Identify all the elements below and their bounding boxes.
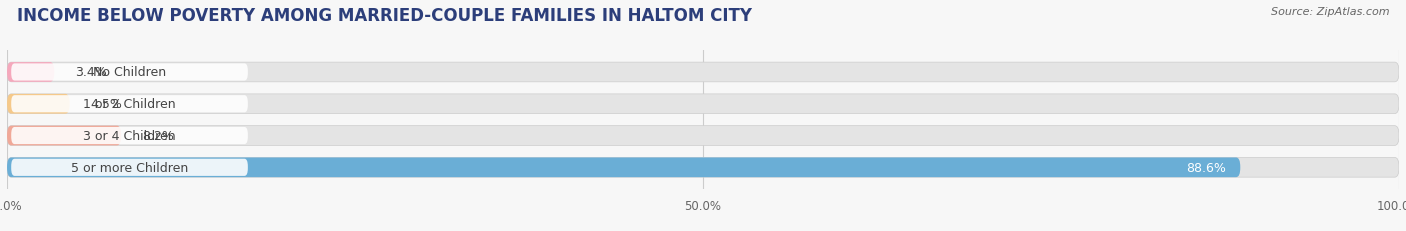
FancyBboxPatch shape [11,96,247,113]
FancyBboxPatch shape [11,128,247,144]
FancyBboxPatch shape [7,63,1399,82]
Text: Source: ZipAtlas.com: Source: ZipAtlas.com [1271,7,1389,17]
Text: 1 or 2 Children: 1 or 2 Children [83,98,176,111]
Text: INCOME BELOW POVERTY AMONG MARRIED-COUPLE FAMILIES IN HALTOM CITY: INCOME BELOW POVERTY AMONG MARRIED-COUPL… [17,7,752,25]
Text: 4.5%: 4.5% [90,98,122,111]
Text: 5 or more Children: 5 or more Children [70,161,188,174]
Text: 3.4%: 3.4% [76,66,107,79]
FancyBboxPatch shape [11,159,247,176]
Text: 3 or 4 Children: 3 or 4 Children [83,129,176,143]
Text: No Children: No Children [93,66,166,79]
FancyBboxPatch shape [7,126,1399,146]
Text: 88.6%: 88.6% [1187,161,1226,174]
FancyBboxPatch shape [7,94,70,114]
Text: 8.2%: 8.2% [142,129,174,143]
FancyBboxPatch shape [7,158,1240,177]
FancyBboxPatch shape [7,126,121,146]
FancyBboxPatch shape [7,63,55,82]
FancyBboxPatch shape [7,158,1399,177]
FancyBboxPatch shape [7,94,1399,114]
FancyBboxPatch shape [11,64,247,81]
